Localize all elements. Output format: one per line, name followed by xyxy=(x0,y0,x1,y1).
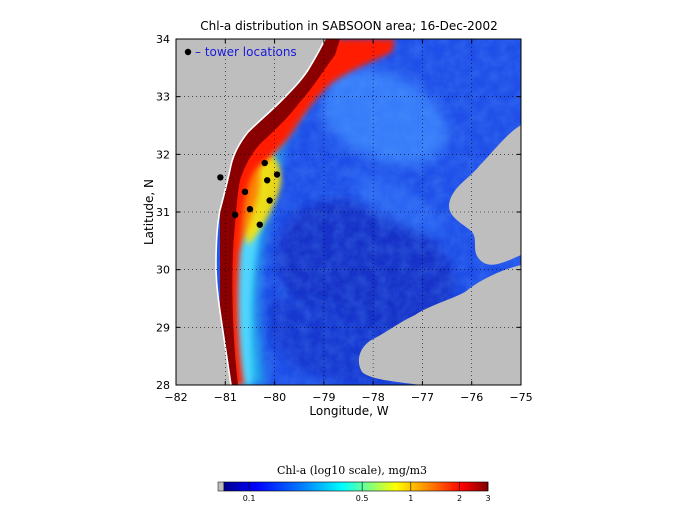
colorbar-underflow xyxy=(217,481,225,492)
tower-marker xyxy=(273,171,281,178)
colorbar-title: Chl-a (log10 scale), mg/m3 xyxy=(277,464,427,477)
cloud-south xyxy=(390,362,426,383)
tower-marker xyxy=(266,197,273,204)
colorbar-tick-label: 0.5 xyxy=(356,494,369,503)
colorbar-tick-label: 2 xyxy=(457,494,462,503)
colorbar-gradient xyxy=(223,481,489,492)
y-tick-label: 30 xyxy=(156,264,170,277)
axis-ticks: −82 −81 −80 −79 −78 −77 −76 −75 28 29 30 31 32 33 34 xyxy=(156,33,533,404)
colorbar-ticks: 0.1 0.5 1 2 3 xyxy=(243,482,491,503)
map-panel xyxy=(176,39,521,385)
x-axis-label: Longitude, W xyxy=(309,404,388,418)
colorbar-tick-label: 1 xyxy=(408,494,413,503)
tower-marker xyxy=(256,221,263,228)
x-tick-label: −75 xyxy=(509,391,532,404)
cloud-southeast xyxy=(358,265,521,385)
y-tick-label: 33 xyxy=(156,91,170,104)
x-tick-label: −80 xyxy=(263,391,286,404)
tower-marker xyxy=(231,211,239,219)
y-axis-label: Latitude, N xyxy=(142,179,156,245)
y-tick-label: 32 xyxy=(156,148,170,161)
colorbar-tick-label: 0.1 xyxy=(243,494,256,503)
tower-marker xyxy=(263,177,271,184)
legend-marker xyxy=(184,48,192,56)
y-tick-label: 28 xyxy=(156,379,170,392)
y-tick-label: 31 xyxy=(156,206,170,219)
cloud-east xyxy=(449,125,521,265)
x-tick-label: −77 xyxy=(411,391,434,404)
chart-title: Chl-a distribution in SABSOON area; 16-D… xyxy=(200,19,497,33)
x-tick-label: −79 xyxy=(312,391,335,404)
tower-marker xyxy=(217,174,224,181)
coastline xyxy=(215,39,326,385)
y-tick-label: 34 xyxy=(156,33,170,46)
tower-marker xyxy=(246,205,254,213)
land-area xyxy=(176,39,325,385)
x-tick-label: −76 xyxy=(460,391,483,404)
tower-marker xyxy=(241,188,249,196)
x-tick-label: −78 xyxy=(362,391,385,404)
x-tick-label: −81 xyxy=(214,391,237,404)
x-tick-label: −82 xyxy=(164,391,187,404)
grid-lines xyxy=(176,39,521,385)
legend-label: – tower locations xyxy=(195,45,297,59)
colorbar-tick-label: 3 xyxy=(485,494,490,503)
y-tick-label: 29 xyxy=(156,321,170,334)
tower-marker xyxy=(261,159,268,167)
tower-markers xyxy=(217,159,281,228)
